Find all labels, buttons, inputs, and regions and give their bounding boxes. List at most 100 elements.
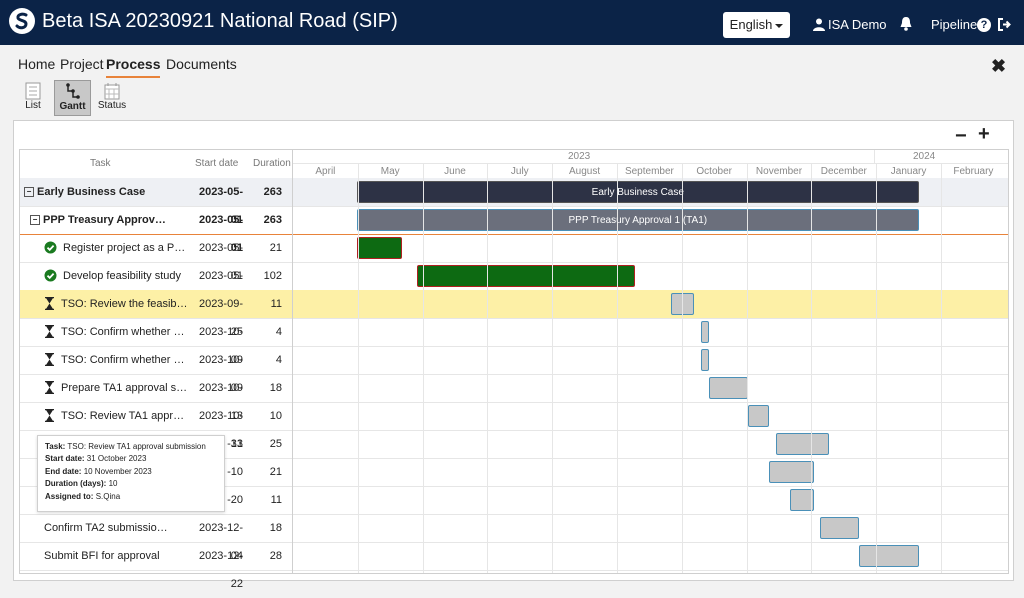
gantt-row[interactable]: TSO: Confirm whether … 2023-10-09 4 xyxy=(20,346,1008,394)
view-gantt-button[interactable]: Gantt xyxy=(54,80,91,116)
view-status-button[interactable]: Status xyxy=(96,80,128,114)
task-name: TSO: Review the feasib… xyxy=(61,298,188,310)
user-menu[interactable]: ISA Demo xyxy=(813,17,887,32)
task-cell[interactable]: TSO: Review TA1 appr… xyxy=(44,402,184,430)
tab-home[interactable]: Home xyxy=(18,56,56,72)
view-list-label: List xyxy=(25,100,41,111)
start-date-cell: 2023-05-29 xyxy=(198,270,243,310)
gantt-row[interactable]: Register project as a P… 2023-05-01 21 xyxy=(20,234,1008,282)
zoom-out-button[interactable]: − xyxy=(955,125,967,147)
task-name: TSO: Review TA1 appr… xyxy=(61,410,185,422)
duration-cell: 263 xyxy=(263,186,282,198)
app-title: Beta ISA 20230921 National Road (SIP) xyxy=(42,10,398,32)
year-boundary-line xyxy=(874,150,876,164)
header-start-date[interactable]: Start date xyxy=(195,158,239,169)
tooltip-task: TSO: Review TA1 approval submission xyxy=(67,442,206,451)
month-label: October xyxy=(696,166,732,177)
tooltip-assigned: S.Qina xyxy=(95,491,121,501)
task-cell[interactable]: TSO: Confirm whether … xyxy=(44,346,184,374)
task-name: Submit BFI for approval xyxy=(44,550,160,562)
calendar-icon xyxy=(104,83,120,100)
task-bar[interactable] xyxy=(700,321,710,343)
task-cell[interactable]: − Early Business Case xyxy=(24,178,145,206)
year-label: 2023 xyxy=(568,151,591,162)
gantt-row[interactable]: Confirm TA2 submissio… 2023-12-04 18 xyxy=(20,514,1008,562)
view-list-button[interactable]: List xyxy=(18,80,48,114)
header-task[interactable]: Task xyxy=(90,158,111,169)
month-label: December xyxy=(820,166,867,177)
task-cell[interactable]: − PPP Treasury Approv… xyxy=(30,206,166,234)
task-name: TSO: Confirm whether … xyxy=(61,354,185,366)
pipeline-link[interactable]: Pipeline xyxy=(931,17,978,32)
start-date-cell: 2023-10-09 xyxy=(198,326,243,366)
month-grid-line xyxy=(681,164,683,573)
tab-process[interactable]: Process xyxy=(106,56,161,78)
tooltip-start: 31 October 2023 xyxy=(86,454,147,464)
duration-cell: 18 xyxy=(269,382,282,394)
start-date-cell: 2023-12-04 xyxy=(198,522,243,562)
month-grid-line xyxy=(487,164,489,573)
gantt-row[interactable]: -10 21 xyxy=(20,458,1008,487)
header-duration[interactable]: Duration xyxy=(253,158,291,169)
month-label: May xyxy=(380,166,400,177)
task-name: Early Business Case xyxy=(37,186,146,198)
logout-icon[interactable] xyxy=(997,17,1012,37)
start-date-cell: 2023-05-01 xyxy=(198,242,243,282)
zoom-in-button[interactable]: + xyxy=(978,123,990,145)
gantt-row[interactable]: -13 25 xyxy=(20,430,1008,459)
collapse-toggle-icon[interactable]: − xyxy=(24,187,34,197)
task-bar[interactable] xyxy=(858,545,919,567)
task-cell[interactable]: Develop feasibility study xyxy=(44,262,181,290)
start-date-cell: -13 xyxy=(227,438,243,450)
task-cell[interactable]: TSO: Confirm whether … xyxy=(44,318,184,346)
month-grid-line xyxy=(617,164,618,573)
bell-icon[interactable] xyxy=(899,16,913,36)
task-bar[interactable] xyxy=(709,377,748,399)
collapse-toggle-icon[interactable]: − xyxy=(30,215,40,225)
gantt-row[interactable]: Develop feasibility study 2023-05-29 102 xyxy=(20,262,1008,310)
gantt-row[interactable]: TSO: Review the feasib… 2023-09-25 11 xyxy=(20,290,1008,338)
gantt-row[interactable]: TSO: Confirm whether … 2023-10-09 4 xyxy=(20,318,1008,366)
tab-project[interactable]: Project xyxy=(60,56,104,72)
task-cell[interactable]: Confirm TA2 submissio… xyxy=(44,514,168,542)
start-date-cell: 2023-10-13 xyxy=(198,382,243,422)
start-date-cell: 2023-09-25 xyxy=(198,298,243,338)
gantt-icon xyxy=(65,83,80,99)
language-dropdown[interactable]: English xyxy=(723,12,790,38)
duration-cell: 21 xyxy=(269,466,282,478)
gantt-row[interactable]: Prepare TA1 approval s… 2023-10-13 18 xyxy=(20,374,1008,422)
task-cell[interactable]: TSO: Review the feasib… xyxy=(44,290,188,318)
close-icon[interactable]: ✖ xyxy=(991,56,1007,76)
task-bar[interactable] xyxy=(790,489,814,511)
month-grid-line xyxy=(552,164,554,573)
task-bar[interactable] xyxy=(769,461,814,483)
task-bar[interactable] xyxy=(747,405,770,427)
task-bar[interactable] xyxy=(357,237,402,259)
task-cell[interactable]: Submit BFI for approval xyxy=(44,542,160,570)
gantt-row[interactable]: − Early Business Case 2023-05-01 263 Early B… xyxy=(20,178,1008,226)
gantt-row[interactable]: TSO: Review TA1 appr… 2023-10-31 10 xyxy=(20,402,1008,450)
task-bar[interactable] xyxy=(775,433,829,455)
task-cell[interactable]: Prepare TA1 approval s… xyxy=(44,374,187,402)
task-bar[interactable] xyxy=(416,265,635,287)
tooltip-assigned-label: Assigned to: xyxy=(45,491,94,501)
tab-documents[interactable]: Documents xyxy=(166,56,237,72)
duration-cell: 4 xyxy=(275,354,282,366)
gantt-row[interactable]: Submit BFI for approval 2023-12-22 28 xyxy=(20,542,1008,590)
help-icon[interactable]: ? xyxy=(977,18,991,32)
task-bar[interactable]: Early Business Case xyxy=(357,181,919,203)
start-date-cell: 2023-12-22 xyxy=(198,550,243,590)
month-grid-line xyxy=(357,164,359,573)
task-name: PPP Treasury Approv… xyxy=(43,214,166,226)
grid-divider[interactable] xyxy=(292,150,293,573)
tooltip-task-label: Task: xyxy=(45,442,66,451)
task-bar[interactable] xyxy=(700,349,710,371)
month-label: September xyxy=(624,166,674,177)
gantt-row[interactable]: − PPP Treasury Approv… 2023-05-01 263 PPP Tr… xyxy=(20,206,1008,254)
hourglass-icon xyxy=(44,349,55,377)
task-bar[interactable] xyxy=(820,517,859,539)
start-date-cell: 2023-10-09 xyxy=(198,354,243,394)
gantt-row[interactable]: -20 11 xyxy=(20,486,1008,515)
task-cell[interactable]: Register project as a P… xyxy=(44,234,185,262)
task-bar[interactable]: PPP Treasury Approval 1 (TA1) xyxy=(357,209,919,231)
